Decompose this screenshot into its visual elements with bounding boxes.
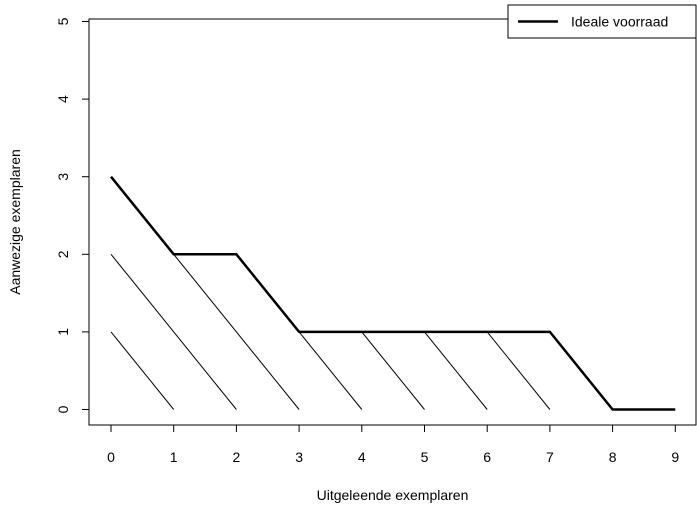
y-tick-label: 1: [55, 328, 71, 336]
x-tick-label: 2: [233, 449, 241, 465]
diagonal-segment: [486, 331, 551, 410]
diagonal-segment: [110, 253, 237, 410]
y-axis: 0 1 2 3 4 5: [55, 17, 90, 413]
diagonal-segment: [173, 253, 300, 410]
y-tick-label: 3: [55, 173, 71, 181]
legend: Ideale voorraad: [507, 4, 697, 39]
series-layer: [110, 175, 676, 411]
x-tick-label: 0: [107, 449, 115, 465]
x-axis-title: Uitgeleende exemplaren: [317, 487, 469, 503]
series-line-ideale-voorraad: [110, 175, 676, 411]
y-axis-title: Aanwezige exemplaren: [7, 149, 23, 295]
x-tick-label: 7: [546, 449, 554, 465]
x-axis: 0 1 2 3 4 5 6 7 8 9: [107, 424, 679, 465]
y-tick-label: 4: [55, 95, 71, 103]
x-tick-label: 1: [170, 449, 178, 465]
diagonal-segment: [424, 331, 488, 410]
x-tick-label: 3: [295, 449, 303, 465]
y-tick-label: 2: [55, 250, 71, 258]
x-tick-label: 5: [421, 449, 429, 465]
y-tick-label: 5: [55, 17, 71, 25]
diagonal-segment: [361, 331, 425, 410]
x-tick-label: 9: [671, 449, 679, 465]
x-tick-label: 6: [483, 449, 491, 465]
legend-label: Ideale voorraad: [571, 14, 668, 30]
diagonal-segment: [110, 331, 175, 410]
x-tick-label: 4: [358, 449, 366, 465]
x-tick-label: 8: [609, 449, 617, 465]
y-tick-label: 0: [55, 405, 71, 413]
plot-box: [88, 18, 697, 426]
